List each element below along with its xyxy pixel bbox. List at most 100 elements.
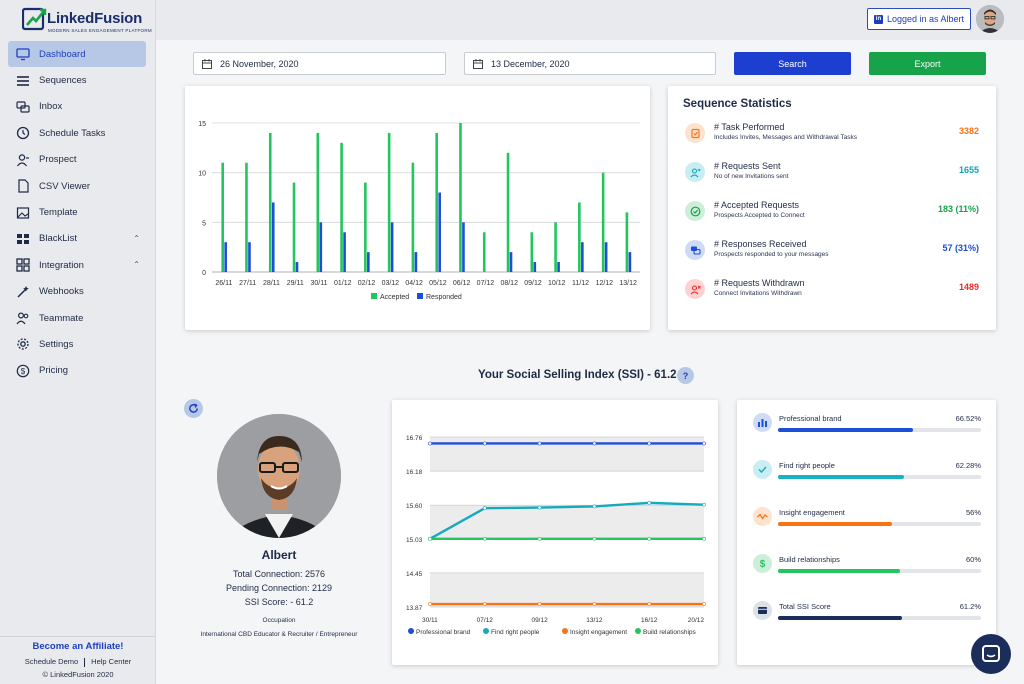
bar-accepted[interactable] bbox=[245, 162, 248, 272]
data-point[interactable] bbox=[428, 441, 432, 446]
x-tick-label: 08/12 bbox=[500, 280, 518, 287]
bar-responded[interactable] bbox=[414, 252, 418, 272]
bar-accepted[interactable] bbox=[625, 212, 629, 272]
sidebar-item-pricing[interactable]: $ Pricing bbox=[8, 358, 146, 384]
bar-responded[interactable] bbox=[533, 262, 537, 272]
bar-responded[interactable] bbox=[367, 252, 370, 272]
sidebar-item-label: Template bbox=[39, 207, 78, 219]
bar-accepted[interactable] bbox=[316, 132, 320, 272]
data-point[interactable] bbox=[647, 536, 652, 541]
bar-accepted[interactable] bbox=[221, 162, 224, 272]
affiliate-link[interactable]: Become an Affiliate! bbox=[32, 641, 124, 652]
data-point[interactable] bbox=[702, 441, 706, 446]
bar-responded[interactable] bbox=[628, 252, 632, 272]
data-point[interactable] bbox=[702, 536, 706, 541]
data-point[interactable] bbox=[592, 441, 597, 446]
bar-responded[interactable] bbox=[462, 222, 465, 272]
logged-in-badge[interactable]: in Logged in as Albert bbox=[867, 8, 971, 30]
bar-responded[interactable] bbox=[581, 242, 584, 272]
bar-accepted[interactable] bbox=[292, 182, 296, 272]
end-date-value: 13 December, 2020 bbox=[491, 58, 570, 69]
search-button[interactable]: Search bbox=[734, 52, 851, 75]
sidebar-item-blacklist[interactable]: BlackList ⌃ bbox=[8, 226, 146, 252]
stat-description: Includes Invites, Messages and Withdrawa… bbox=[714, 134, 857, 141]
data-point[interactable] bbox=[482, 602, 487, 606]
sidebar-item-dashboard[interactable]: Dashboard bbox=[8, 41, 146, 68]
bar-accepted[interactable] bbox=[387, 132, 391, 272]
bar-accepted[interactable] bbox=[530, 232, 534, 272]
bar-accepted[interactable] bbox=[411, 162, 415, 272]
ssi-progress-track bbox=[778, 475, 981, 479]
data-point[interactable] bbox=[482, 536, 487, 541]
start-date-input[interactable]: 26 November, 2020 bbox=[193, 52, 446, 75]
bar-responded[interactable] bbox=[343, 232, 346, 272]
sidebar-item-template[interactable]: Template bbox=[8, 199, 146, 225]
export-button[interactable]: Export bbox=[869, 52, 986, 75]
data-point[interactable] bbox=[482, 441, 487, 446]
data-point[interactable] bbox=[647, 500, 652, 505]
schedule-demo-link[interactable]: Schedule Demo bbox=[24, 657, 79, 666]
profile-image bbox=[217, 414, 341, 538]
bar-accepted[interactable] bbox=[482, 232, 486, 272]
bar-accepted[interactable] bbox=[459, 123, 462, 272]
data-point[interactable] bbox=[428, 602, 432, 606]
bar-accepted[interactable] bbox=[578, 202, 581, 272]
bar-accepted[interactable] bbox=[554, 222, 557, 272]
sidebar-item-sequences[interactable]: Sequences bbox=[8, 67, 146, 93]
bar-accepted[interactable] bbox=[268, 132, 272, 272]
bar-responded[interactable] bbox=[390, 222, 394, 272]
data-point[interactable] bbox=[702, 502, 706, 507]
bar-responded[interactable] bbox=[438, 192, 441, 272]
data-point[interactable] bbox=[428, 536, 432, 541]
bar-accepted[interactable] bbox=[601, 172, 605, 272]
bar-accepted[interactable] bbox=[506, 152, 510, 272]
logo[interactable]: LinkedFusion MODERN SALES ENGAGEMENT PLA… bbox=[22, 6, 152, 36]
bar-responded[interactable] bbox=[295, 262, 299, 272]
chevron-up-icon[interactable]: ⌃ bbox=[133, 260, 140, 270]
data-point[interactable] bbox=[592, 602, 597, 606]
data-point[interactable] bbox=[647, 602, 652, 606]
bar-accepted[interactable] bbox=[364, 182, 367, 272]
data-point[interactable] bbox=[592, 536, 597, 541]
ssi-metric-row: Find right people 62.28% bbox=[751, 460, 981, 490]
chat-support-button[interactable] bbox=[971, 634, 1011, 674]
data-point[interactable] bbox=[702, 602, 706, 606]
refresh-button[interactable] bbox=[184, 399, 203, 418]
stat-value: 3382 bbox=[958, 126, 979, 136]
end-date-input[interactable]: 13 December, 2020 bbox=[464, 52, 716, 75]
data-point[interactable] bbox=[537, 602, 542, 606]
data-point[interactable] bbox=[537, 505, 542, 510]
bar-accepted[interactable] bbox=[340, 142, 343, 272]
ssi-title: Your Social Selling Index (SSI) - 61.2 bbox=[478, 369, 677, 381]
bar-responded[interactable] bbox=[509, 252, 513, 272]
brand-name: LinkedFusion bbox=[47, 10, 143, 27]
sidebar-item-prospect[interactable]: Prospect bbox=[8, 147, 146, 173]
user-avatar[interactable] bbox=[976, 5, 1004, 33]
sidebar-item-teammate[interactable]: Teammate bbox=[8, 305, 146, 331]
chevron-up-icon[interactable]: ⌃ bbox=[133, 233, 140, 243]
data-point[interactable] bbox=[647, 441, 652, 446]
bar-accepted[interactable] bbox=[435, 132, 438, 272]
sidebar-item-integration[interactable]: Integration ⌃ bbox=[8, 252, 146, 278]
data-point[interactable] bbox=[592, 504, 597, 509]
bar-responded[interactable] bbox=[557, 262, 560, 272]
series-line-find-right-people[interactable] bbox=[429, 501, 705, 540]
data-point[interactable] bbox=[537, 536, 542, 541]
y-tick-label: 10 bbox=[198, 171, 206, 178]
y-tick-label: 14.45 bbox=[406, 571, 423, 578]
data-point[interactable] bbox=[482, 506, 487, 511]
bar-responded[interactable] bbox=[319, 222, 323, 272]
x-tick-label: 20/12 bbox=[688, 617, 705, 624]
sidebar-item-csv-viewer[interactable]: CSV Viewer bbox=[8, 173, 146, 199]
sidebar-item-settings[interactable]: Settings bbox=[8, 331, 146, 357]
data-point[interactable] bbox=[537, 441, 542, 446]
bar-responded[interactable] bbox=[248, 242, 251, 272]
ssi-help-button[interactable]: ? bbox=[677, 367, 694, 384]
help-center-link[interactable]: Help Center bbox=[91, 657, 132, 666]
bar-responded[interactable] bbox=[271, 202, 275, 272]
bar-responded[interactable] bbox=[224, 242, 227, 272]
sidebar-item-schedule-tasks[interactable]: Schedule Tasks bbox=[8, 120, 146, 146]
sidebar-item-inbox[interactable]: Inbox bbox=[8, 94, 146, 120]
sidebar-item-webhooks[interactable]: Webhooks bbox=[8, 279, 146, 305]
bar-responded[interactable] bbox=[604, 242, 608, 272]
